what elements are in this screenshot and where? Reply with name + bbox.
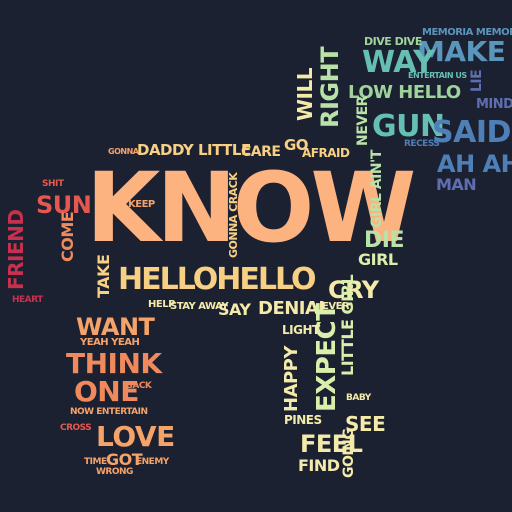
word-way: WAY xyxy=(362,45,435,80)
word-wrong: WRONG xyxy=(96,467,133,477)
word-see: SEE xyxy=(345,412,386,436)
word-entertain-us: ENTERTAIN US xyxy=(408,71,467,80)
word-said: SAID xyxy=(432,115,511,150)
word-daddy-little: DADDY LITTLE xyxy=(137,141,251,159)
word-cry: CRY xyxy=(328,276,379,304)
word-will: WILL xyxy=(293,68,317,121)
word-come: COME xyxy=(58,211,77,262)
word-yeah-yeah: YEAH YEAH xyxy=(80,337,140,348)
word-know: KNOW xyxy=(86,152,416,264)
word-mind: MIND xyxy=(476,97,512,112)
word-going: GOING xyxy=(341,428,357,478)
word-got: GOT xyxy=(106,450,143,469)
word-die: DIE xyxy=(364,228,404,253)
word-memoria: MEMORIA MEMORIA xyxy=(422,27,512,38)
word-find: FIND xyxy=(298,456,340,475)
word-never: NEVER xyxy=(355,96,371,146)
word-help: HELP xyxy=(148,299,175,310)
word-feel: FEEL xyxy=(300,430,363,458)
word-baby: BABY xyxy=(346,393,371,403)
word-gonna-crack: GONNA CRACK xyxy=(227,172,240,258)
word-keep: KEEP xyxy=(128,199,155,210)
word-dive-dive: DIVE DIVE xyxy=(364,35,422,48)
word-gonna: GONNA xyxy=(108,147,139,156)
word-girl: GIRL xyxy=(358,250,398,269)
word-now-entertain: NOW ENTERTAIN xyxy=(70,407,148,417)
word-time: TIME xyxy=(84,457,107,467)
word-care: CARE xyxy=(241,144,281,160)
word-want: WANT xyxy=(76,313,155,341)
word-low-hello: LOW HELLO xyxy=(348,82,461,103)
word-pines: PINES xyxy=(284,413,322,427)
word-heart: HEART xyxy=(12,295,43,305)
word-happy: HAPPY xyxy=(281,346,302,412)
word-one: ONE xyxy=(74,375,139,408)
word-make: MAKE xyxy=(417,35,506,68)
word-go: GO xyxy=(284,136,309,154)
word-stay-away: STAY AWAY xyxy=(170,301,229,312)
word-gun: GUN xyxy=(372,109,445,144)
word-love: LOVE xyxy=(96,420,175,453)
word-friend: FRIEND xyxy=(4,209,28,290)
word-cross: CROSS xyxy=(60,423,92,433)
word-lie: LIE xyxy=(469,69,485,92)
word-little-girl: LITTLE GIRL xyxy=(338,274,357,376)
word-afraid: AFRAID xyxy=(302,146,350,160)
word-enemy: ENEMY xyxy=(136,457,169,467)
word-hellohello: HELLOHELLO xyxy=(118,262,317,297)
word-say: SAY xyxy=(218,300,251,319)
word-recess: RECESS xyxy=(404,139,440,149)
word-right: RIGHT xyxy=(316,46,344,128)
word-sun: SUN xyxy=(36,191,92,219)
word-girl-aint: GIRL AIN'T xyxy=(369,150,385,228)
word-shit: SHIT xyxy=(42,179,64,189)
word-man: MAN xyxy=(436,175,477,194)
word-expect: EXPECT xyxy=(312,303,342,412)
word-denial: DENIAL xyxy=(258,298,330,319)
word-think: THINK xyxy=(66,347,162,380)
word-ever: EVER xyxy=(322,301,350,312)
word-take: TAKE xyxy=(94,254,113,298)
word-back: BACK xyxy=(126,381,152,391)
word-ah-ah: AH AH xyxy=(437,150,512,178)
word-light: LIGHT xyxy=(282,323,320,337)
